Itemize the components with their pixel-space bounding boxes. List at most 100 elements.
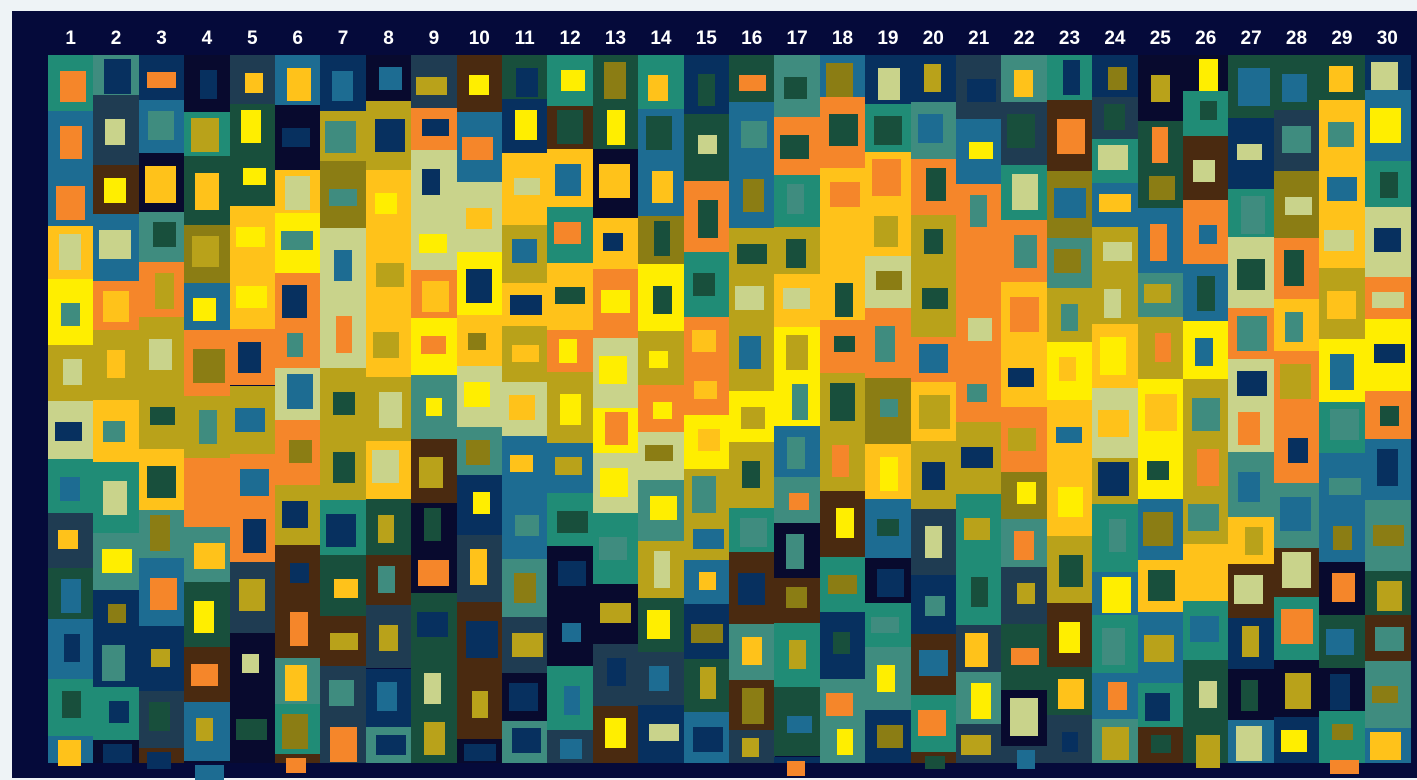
mosaic-tile (1001, 164, 1048, 220)
mosaic-tile (1137, 499, 1184, 560)
mosaic-tile-inner (421, 335, 446, 355)
mosaic-tile (184, 112, 231, 156)
mosaic-tile-inner (512, 727, 541, 754)
column-number: 10 (468, 28, 490, 49)
mosaic-tile-inner (419, 457, 444, 489)
mosaic-tile (1228, 359, 1275, 402)
mosaic-tile (229, 561, 276, 633)
mosaic-tile-inner (786, 436, 806, 469)
column-number: 14 (650, 28, 672, 49)
mosaic-tile (956, 360, 1002, 422)
mosaic-tile (502, 489, 548, 559)
mosaic-tile (1046, 55, 1093, 100)
mosaic-tile (1228, 55, 1275, 118)
mosaic-tile (1183, 200, 1229, 264)
mosaic-tile-inner (58, 739, 81, 767)
mosaic-tile (1046, 469, 1093, 536)
mosaic-tile-inner (243, 167, 267, 186)
mosaic-tile-inner (105, 118, 125, 145)
mosaic-tile-inner (147, 751, 172, 769)
mosaic-tile-inner (1062, 60, 1080, 96)
mosaic-tile-inner (1196, 449, 1219, 487)
mosaic-tile-inner (787, 184, 805, 215)
mosaic-tile-inner (191, 235, 220, 268)
mosaic-tile (1183, 90, 1229, 137)
mosaic-tile-inner (375, 119, 406, 152)
mosaic-tile (411, 213, 458, 271)
mosaic-tile-inner (880, 398, 899, 418)
mosaic-tile-inner (106, 349, 125, 379)
mosaic-tile-inner (424, 673, 441, 704)
mosaic-tile (547, 545, 594, 601)
mosaic-tile-inner (1191, 398, 1221, 431)
mosaic-tile-inner (102, 480, 128, 515)
mosaic-tile-inner (924, 229, 944, 254)
mosaic-tile (1183, 601, 1229, 660)
mosaic-tile-inner (1328, 65, 1353, 92)
mosaic-tile (48, 345, 94, 402)
mosaic-tile-inner (466, 269, 492, 304)
mosaic-tile-inner (1236, 315, 1267, 351)
mosaic-tile (1183, 543, 1229, 602)
mosaic-tile-inner (508, 394, 536, 421)
mosaic-tile-inner (743, 178, 765, 212)
mosaic-tile-inner (241, 653, 259, 674)
mosaic-tile (910, 695, 957, 752)
mosaic-tile (865, 151, 912, 203)
mosaic-tile-inner (510, 454, 534, 472)
mosaic-tile (1228, 720, 1275, 763)
mosaic-tile (1092, 614, 1139, 673)
mosaic-tile (729, 228, 775, 278)
mosaic-tile (1137, 164, 1184, 209)
mosaic-tile (365, 605, 412, 669)
mosaic-tile-inner (599, 467, 629, 498)
mosaic-tile-inner (1380, 405, 1399, 427)
mosaic-tile (320, 616, 367, 666)
mosaic-tile (502, 153, 548, 225)
mosaic-tile-inner (741, 461, 760, 489)
mosaic-tile-inner (741, 637, 763, 666)
mosaic-tile (502, 558, 548, 617)
mosaic-tile-inner (1054, 248, 1081, 274)
mosaic-tile-inner (376, 262, 404, 287)
mosaic-tile-inner (925, 755, 946, 770)
mosaic-tile-inner (201, 476, 219, 508)
mosaic-tile (365, 170, 412, 242)
mosaic-tile-inner (1369, 732, 1402, 761)
mosaic-tile (1001, 101, 1048, 165)
mosaic-tile (1228, 563, 1275, 618)
mosaic-tile (184, 701, 231, 761)
mosaic-tile-inner (1057, 487, 1083, 517)
mosaic-tile-inner (785, 239, 807, 268)
mosaic-tile-inner (1240, 680, 1258, 711)
mosaic-tile-inner (109, 701, 129, 723)
mosaic-tile-inner (98, 229, 131, 259)
mosaic-tile-inner (285, 758, 307, 774)
mosaic-tile-inner (61, 303, 80, 327)
mosaic-tile (456, 365, 503, 428)
mosaic-tile (93, 462, 140, 534)
mosaic-tile (683, 113, 730, 181)
mosaic-tile-inner (469, 74, 489, 95)
mosaic-tile-inner (644, 444, 673, 462)
mosaic-tile-inner (649, 666, 669, 691)
mosaic-tile-inner (694, 380, 718, 399)
mosaic-tile (456, 739, 503, 763)
mosaic-tile-inner (1012, 174, 1038, 210)
mosaic-tile-inner (108, 604, 127, 623)
mosaic-tile (320, 161, 367, 229)
column-number: 2 (110, 28, 122, 49)
mosaic-tile-inner (1144, 283, 1172, 304)
mosaic-tile (729, 730, 775, 763)
mosaic-tile-inner (372, 450, 400, 484)
mosaic-tile (1319, 615, 1366, 669)
mosaic-tile-inner (62, 359, 83, 386)
mosaic-tile-inner (1241, 626, 1259, 657)
mosaic-tile (93, 634, 140, 688)
mosaic-tile (1137, 726, 1184, 763)
mosaic-tile-inner (1058, 554, 1084, 588)
mosaic-tile (1319, 756, 1366, 775)
mosaic-tile (1001, 55, 1048, 102)
mosaic-tile (1273, 412, 1320, 484)
mosaic-tile-inner (1327, 122, 1355, 147)
